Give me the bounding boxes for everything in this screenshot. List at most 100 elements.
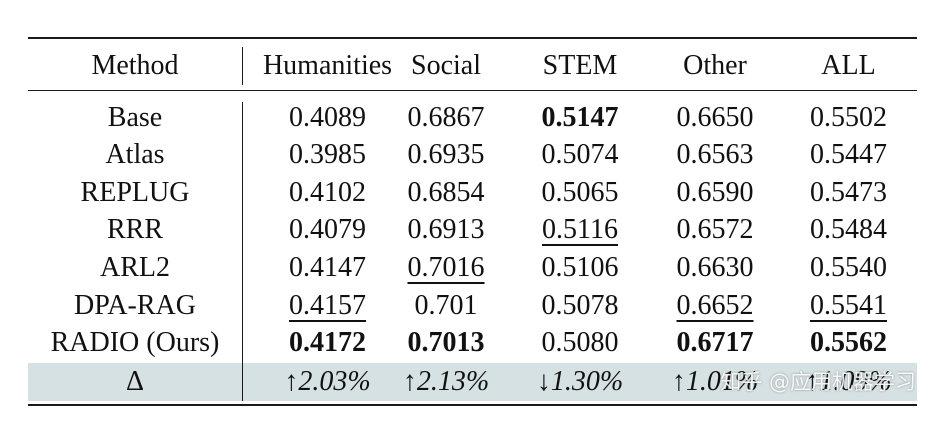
table-cell-text: 0.6572 — [676, 214, 754, 245]
table-cell: ↑1.09% — [780, 363, 917, 401]
table-cell-text: 0.6650 — [676, 102, 754, 133]
row-method-label: REPLUG — [28, 174, 242, 212]
table-cell: 0.6854 — [400, 174, 492, 212]
table-cell-text: 0.5540 — [810, 252, 887, 283]
table-cell: 0.6867 — [400, 99, 492, 137]
top-rule — [28, 37, 917, 39]
table-cell-text: 0.6867 — [407, 102, 485, 133]
row-method-label: DPA-RAG — [28, 287, 242, 325]
row-method-label-text: RRR — [106, 214, 164, 245]
column-header: Social — [400, 47, 492, 85]
table-cell-text: 0.6563 — [676, 139, 754, 170]
row-method-label: RRR — [28, 211, 242, 249]
table-cell-text: 0.4079 — [289, 214, 366, 245]
table-cell: ↓1.30% — [510, 363, 650, 401]
table-cell: 0.5541 — [780, 287, 917, 325]
column-header-text: ALL — [821, 50, 876, 81]
watermark: 知乎 @应用机器学习 — [720, 370, 916, 394]
table-cell: 0.7016 — [400, 249, 492, 287]
bottom-rule — [28, 404, 917, 406]
table-cell: 0.6650 — [650, 99, 780, 137]
table-cell: 0.4172 — [255, 324, 400, 362]
table-cell: 0.5106 — [510, 249, 650, 287]
row-method-label-text: Atlas — [105, 139, 165, 170]
table-cell-text: ↑1.01% — [671, 366, 759, 397]
table-cell: 0.5540 — [780, 249, 917, 287]
row-method-label: Base — [28, 99, 242, 137]
table-cell: 0.4079 — [255, 211, 400, 249]
table-cell: ↑2.13% — [400, 363, 492, 401]
row-method-label: Atlas — [28, 136, 242, 174]
table-cell-text: 0.6630 — [676, 252, 754, 283]
table-cell-text: 0.5147 — [541, 102, 619, 133]
table-cell-text: 0.3985 — [289, 139, 366, 170]
column-header-text: Social — [411, 50, 481, 81]
table-cell: 0.5447 — [780, 136, 917, 174]
row-method-label: ARL2 — [28, 249, 242, 287]
column-header: STEM — [510, 47, 650, 85]
table-cell: 0.6935 — [400, 136, 492, 174]
column-header: ALL — [780, 47, 917, 85]
table-cell: 0.5074 — [510, 136, 650, 174]
table-cell: 0.6652 — [650, 287, 780, 325]
table-cell-text: ↑1.09% — [805, 366, 892, 397]
column-header-text: Humanities — [262, 50, 393, 81]
table-cell-text: 0.6652 — [676, 290, 754, 321]
table-cell-text: ↓1.30% — [536, 366, 624, 397]
table-cell-text: 0.5078 — [541, 290, 619, 321]
table-cell: 0.3985 — [255, 136, 400, 174]
table-cell-text: 0.4102 — [289, 177, 366, 208]
table-cell: 0.6913 — [400, 211, 492, 249]
table-cell: 0.4147 — [255, 249, 400, 287]
table-cell: 0.5078 — [510, 287, 650, 325]
row-method-label: RADIO (Ours) — [28, 324, 242, 362]
row-method-label-text: Base — [107, 102, 163, 133]
table-cell: 0.5116 — [510, 211, 650, 249]
table-cell-text: 0.7016 — [407, 252, 485, 283]
table-cell: 0.5502 — [780, 99, 917, 137]
table-cell: ↑2.03% — [255, 363, 400, 401]
table-cell-text: 0.5562 — [810, 327, 887, 358]
table-cell-text: ↑2.13% — [402, 366, 490, 397]
header-rule — [28, 90, 917, 91]
table-cell-text: 0.5116 — [542, 214, 618, 245]
column-header-text: Other — [683, 50, 747, 81]
row-method-label-text: RADIO (Ours) — [50, 327, 220, 358]
table-cell-text: 0.5541 — [810, 290, 887, 321]
table-cell-text: 0.4172 — [289, 327, 366, 358]
column-header: Humanities — [255, 47, 400, 85]
row-method-label-text: REPLUG — [80, 177, 190, 208]
table-cell-text: 0.5065 — [541, 177, 619, 208]
table-cell-text: 0.5074 — [541, 139, 619, 170]
table-cell-text: 0.6854 — [407, 177, 485, 208]
header-column-separator — [242, 47, 243, 85]
table-cell-text: 0.5080 — [541, 327, 619, 358]
table-cell-text: 0.5484 — [810, 214, 887, 245]
table-cell-text: 0.5502 — [810, 102, 887, 133]
table-cell: 0.4089 — [255, 99, 400, 137]
row-method-label-text: ARL2 — [100, 252, 170, 283]
table-cell: 0.6630 — [650, 249, 780, 287]
table-cell-text: 0.6590 — [676, 177, 754, 208]
table-cell: 0.5484 — [780, 211, 917, 249]
table-cell-text: 0.5106 — [541, 252, 619, 283]
table-cell: 0.701 — [400, 287, 492, 325]
table-cell: 0.5065 — [510, 174, 650, 212]
table-cell: 0.5562 — [780, 324, 917, 362]
table-cell-text: 0.4147 — [289, 252, 366, 283]
table-cell-text: ↑2.03% — [284, 366, 371, 397]
table-cell: 0.4102 — [255, 174, 400, 212]
table-cell-text: 0.5473 — [810, 177, 887, 208]
table-cell: 0.6717 — [650, 324, 780, 362]
column-header: Other — [650, 47, 780, 85]
table-cell: 0.4157 — [255, 287, 400, 325]
table-cell: 0.5473 — [780, 174, 917, 212]
table-cell: 0.6572 — [650, 211, 780, 249]
table-cell: 0.6563 — [650, 136, 780, 174]
table-cell: 0.6590 — [650, 174, 780, 212]
table-cell: 0.5080 — [510, 324, 650, 362]
table-cell-text: 0.7013 — [407, 327, 485, 358]
table-cell-text: 0.701 — [414, 290, 478, 321]
table-cell-text: 0.4157 — [289, 290, 366, 321]
row-method-label: Δ — [28, 363, 242, 401]
